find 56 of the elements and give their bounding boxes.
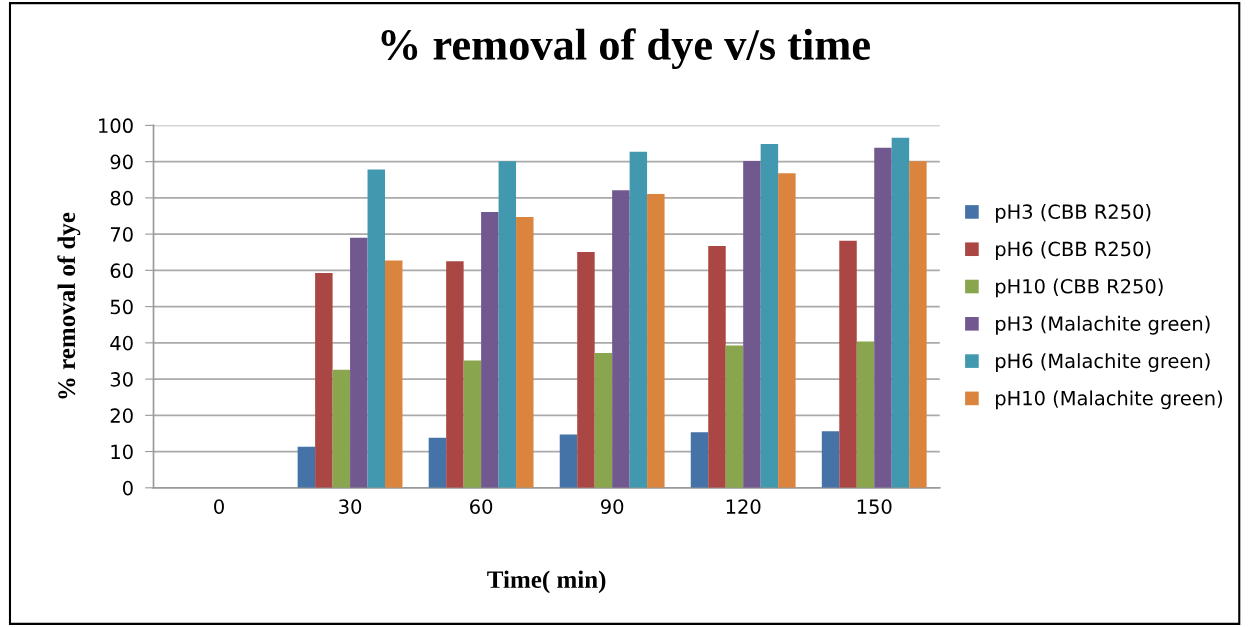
bar bbox=[559, 434, 578, 488]
bar bbox=[690, 432, 709, 488]
x-axis-title: Time( min) bbox=[487, 570, 606, 594]
y-tick-label: 80 bbox=[110, 190, 133, 206]
y-tick-label: 90 bbox=[110, 154, 133, 170]
bar bbox=[891, 137, 910, 488]
legend-label: pH10 (Malachite green) bbox=[996, 390, 1222, 410]
bar bbox=[367, 169, 386, 488]
bar bbox=[297, 446, 316, 488]
y-tick-label: 100 bbox=[99, 118, 133, 134]
legend-label: pH3 (Malachite green) bbox=[996, 315, 1210, 335]
x-tick-label: 90 bbox=[601, 499, 624, 514]
bar bbox=[315, 272, 333, 488]
bar bbox=[350, 237, 368, 488]
bar bbox=[332, 369, 351, 488]
bar bbox=[629, 151, 648, 488]
y-tick-label: 70 bbox=[110, 227, 133, 242]
y-tick-label: 20 bbox=[110, 408, 133, 423]
y-tick-label: 10 bbox=[111, 444, 133, 460]
y-tick-label: 50 bbox=[110, 299, 133, 315]
y-tick-label: 60 bbox=[110, 263, 133, 279]
bar bbox=[612, 190, 630, 488]
bar bbox=[874, 147, 892, 488]
bar bbox=[909, 161, 927, 488]
legend-label: pH3 (CBB R250) bbox=[996, 203, 1151, 223]
bar bbox=[516, 217, 534, 488]
bar bbox=[577, 251, 595, 488]
bar bbox=[463, 360, 482, 488]
bar bbox=[821, 431, 840, 488]
y-tick-label: 40 bbox=[110, 335, 133, 351]
legend-label: pH6 (Malachite green) bbox=[996, 353, 1210, 372]
y-tick-label: 0 bbox=[122, 480, 133, 496]
y-axis-title: % removal of dye bbox=[57, 212, 81, 399]
bar bbox=[760, 143, 779, 488]
bar bbox=[725, 345, 744, 488]
bar bbox=[498, 161, 517, 488]
bar bbox=[428, 437, 447, 488]
x-tick-label: 150 bbox=[857, 499, 892, 514]
y-tick-label: 30 bbox=[110, 372, 133, 387]
bar bbox=[708, 246, 726, 488]
bar bbox=[743, 160, 761, 488]
x-tick-label: 30 bbox=[339, 499, 362, 514]
x-tick-label: 120 bbox=[726, 499, 761, 514]
bar bbox=[481, 212, 499, 488]
legend-label: pH6 (CBB R250) bbox=[996, 241, 1151, 261]
x-tick-label: 60 bbox=[470, 499, 493, 514]
bar bbox=[778, 173, 796, 488]
legend-label: pH10 (CBB R250) bbox=[996, 278, 1163, 298]
chart-title: % removal of dye v/s time bbox=[381, 28, 870, 70]
bar bbox=[647, 193, 665, 488]
x-tick-label: 0 bbox=[214, 499, 224, 514]
bar bbox=[446, 261, 464, 488]
bar bbox=[839, 240, 857, 488]
bar bbox=[385, 260, 403, 488]
bar bbox=[856, 341, 875, 488]
bar bbox=[594, 352, 613, 488]
